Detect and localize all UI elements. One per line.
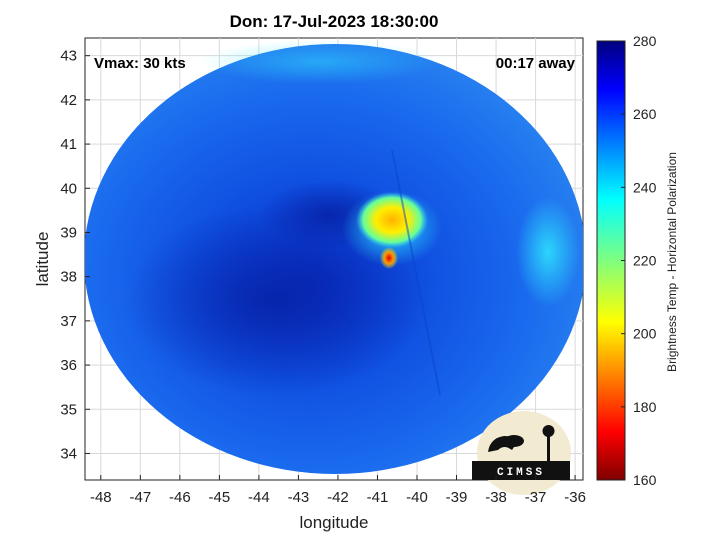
colorbar-tick-label: 180 xyxy=(633,399,657,415)
x-tick-label: -39 xyxy=(446,489,468,506)
y-tick-label: 37 xyxy=(60,313,77,330)
y-tick-label: 38 xyxy=(60,269,77,286)
colorbar-tick-label: 280 xyxy=(633,33,657,49)
y-tick-label: 41 xyxy=(60,136,77,153)
y-tick-label: 42 xyxy=(60,92,77,109)
y-axis: 34 35 36 37 38 39 40 41 42 43 xyxy=(60,48,90,462)
x-tick-label: -43 xyxy=(288,489,310,506)
colorbar-ticks: 160 180 200 220 240 260 280 xyxy=(621,33,657,488)
y-axis-label: latitude xyxy=(33,232,52,287)
colorbar-tick-label: 200 xyxy=(633,326,657,342)
x-tick-label: -45 xyxy=(209,489,231,506)
x-axis: -48 -47 -46 -45 -44 -43 -42 -41 -40 -39 -38 -37 -36 xyxy=(90,475,586,506)
x-tick-label: -40 xyxy=(406,489,428,506)
x-tick-label: -38 xyxy=(485,489,507,506)
convective-core xyxy=(356,192,428,248)
colorbar-tick-label: 160 xyxy=(633,472,657,488)
y-tick-label: 36 xyxy=(60,357,77,374)
chart-title: Don: 17-Jul-2023 18:30:00 xyxy=(230,12,439,31)
warm-edge-north xyxy=(200,40,440,84)
x-tick-label: -44 xyxy=(248,489,270,506)
colorbar-tick-label: 220 xyxy=(633,253,657,269)
x-tick-label: -46 xyxy=(169,489,191,506)
colorbar-tick-label: 240 xyxy=(633,179,657,195)
logo-tower-icon xyxy=(547,433,550,461)
logo-backdrop xyxy=(477,411,571,495)
y-tick-label: 34 xyxy=(60,445,77,462)
time-offset-annotation: 00:17 away xyxy=(496,55,576,72)
x-axis-label: longitude xyxy=(299,513,368,532)
logo-text: CIMSS xyxy=(497,467,545,479)
vmax-annotation: Vmax: 30 kts xyxy=(94,55,186,72)
x-tick-label: -41 xyxy=(367,489,389,506)
colorbar-label: Brightness Temp - Horizontal Polarizatio… xyxy=(665,152,679,372)
dense-cloud-band xyxy=(125,205,425,395)
colorbar-tick-label: 260 xyxy=(633,106,657,122)
scan-seam xyxy=(391,149,441,396)
x-tick-label: -37 xyxy=(525,489,547,506)
brightness-temp-swath xyxy=(85,40,583,474)
x-tick-label: -47 xyxy=(129,489,151,506)
y-tick-label: 43 xyxy=(60,48,77,65)
logo-dish-icon xyxy=(504,435,524,447)
warm-edge-east xyxy=(516,197,580,307)
y-tick-label: 39 xyxy=(60,224,77,241)
colorbar xyxy=(596,40,626,481)
logo-water-tank-icon xyxy=(542,425,555,437)
convective-cell xyxy=(380,247,398,269)
y-tick-label: 40 xyxy=(60,180,77,197)
x-tick-label: -42 xyxy=(327,489,349,506)
y-tick-label: 35 xyxy=(60,401,77,418)
x-tick-label: -36 xyxy=(564,489,586,506)
x-tick-label: -48 xyxy=(90,489,112,506)
